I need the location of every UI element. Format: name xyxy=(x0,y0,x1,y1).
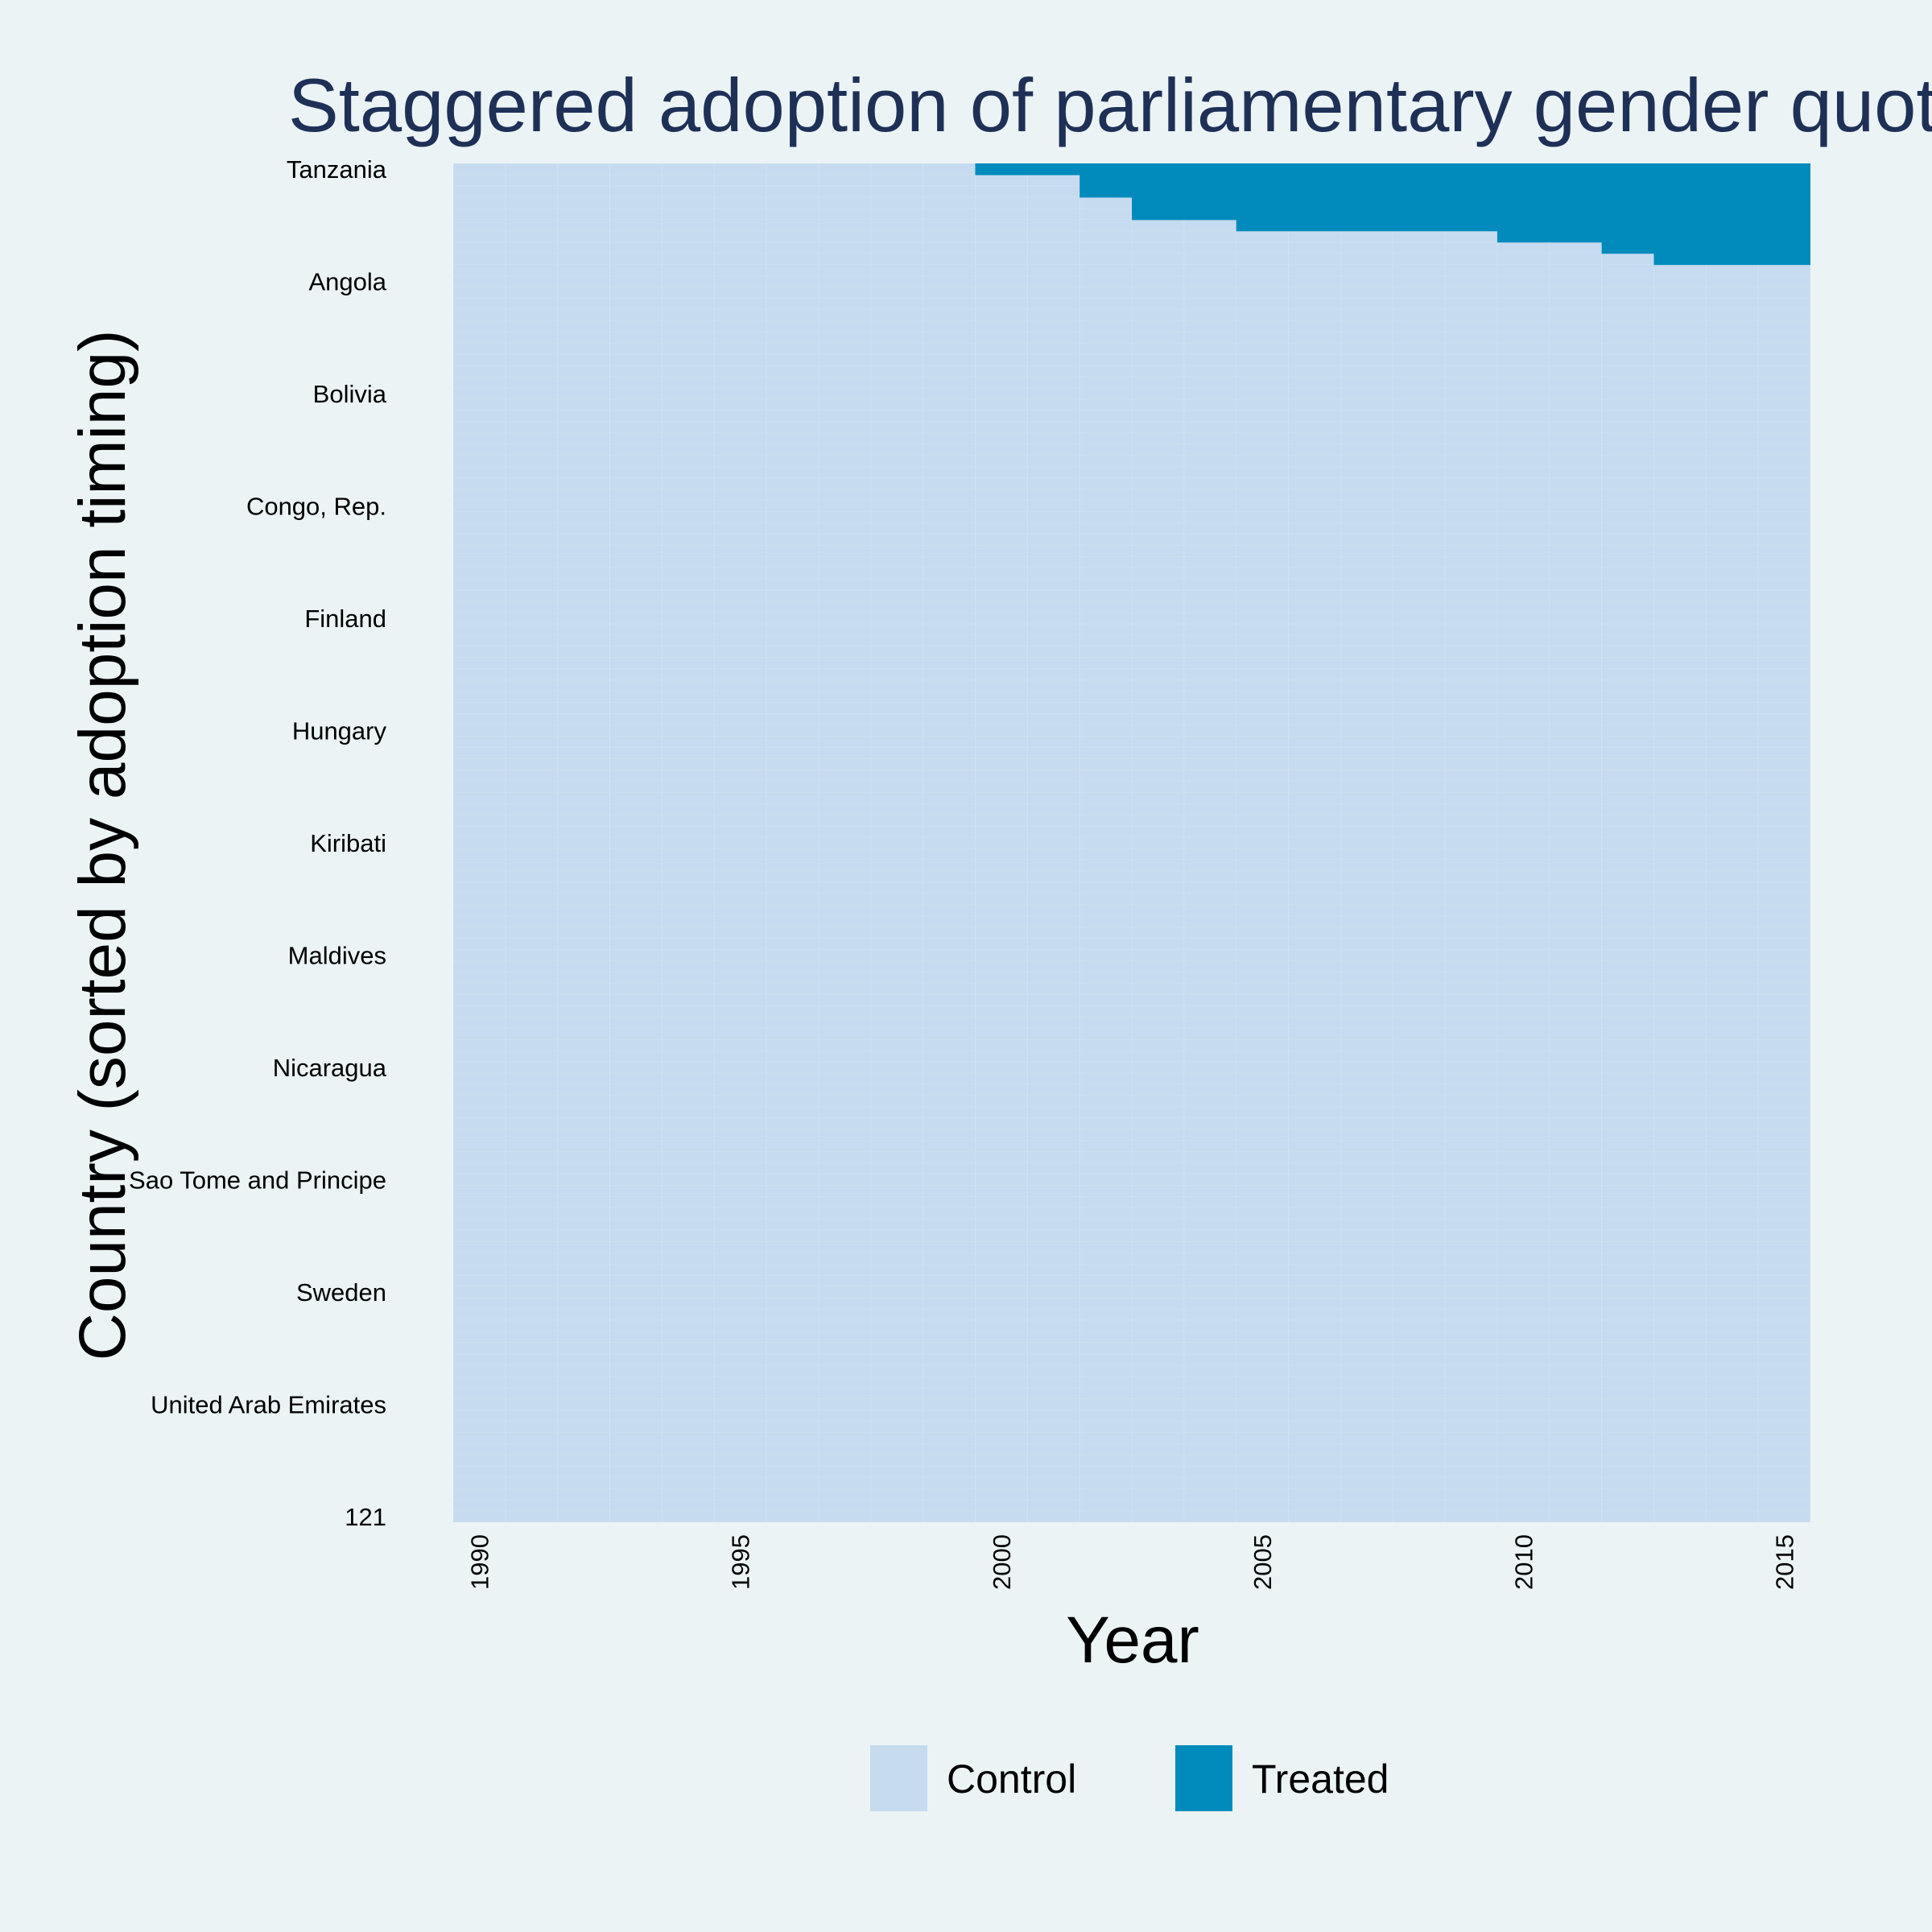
treated-cells-row-9 xyxy=(1653,253,1810,266)
legend: Control Treated xyxy=(870,1745,1389,1811)
control-background xyxy=(453,163,1810,1522)
heatmap-plot-area xyxy=(452,163,1811,1523)
y-tick-label: Nicaragua xyxy=(273,1054,387,1082)
x-tick-label: 2005 xyxy=(1249,1534,1277,1590)
y-tick-label: United Arab Emirates xyxy=(151,1391,386,1419)
legend-swatch xyxy=(1175,1745,1232,1811)
y-tick-labels: Tanzania Angola Bolivia Congo, Rep. Finland H… xyxy=(129,155,387,1531)
x-axis-label: Year xyxy=(1066,1604,1199,1677)
y-tick-label: Kiribati xyxy=(310,829,386,857)
x-tick-label: 2015 xyxy=(1771,1534,1799,1590)
treated-cells-row-6 xyxy=(1236,219,1810,232)
cell-grid xyxy=(452,163,1811,1523)
y-tick-label: Angola xyxy=(308,267,386,295)
legend-swatch xyxy=(870,1745,927,1811)
legend-item-treated: Treated xyxy=(1175,1745,1389,1811)
treated-cells-row-7 xyxy=(1496,230,1810,243)
y-tick-label: Sweden xyxy=(296,1278,386,1307)
treated-cells-row-4 xyxy=(1132,196,1810,209)
treated-cells-row-8 xyxy=(1601,242,1810,254)
x-tick-label: 1990 xyxy=(465,1534,493,1590)
treated-cells-row-2 xyxy=(1080,174,1810,187)
legend-label: Control xyxy=(947,1757,1076,1802)
y-tick-label: Tanzania xyxy=(287,155,387,184)
y-tick-label: Hungary xyxy=(292,716,387,745)
legend-label: Treated xyxy=(1252,1757,1389,1802)
y-tick-label: Bolivia xyxy=(313,380,387,408)
legend-item-control: Control xyxy=(870,1745,1076,1811)
y-tick-label: Sao Tome and Principe xyxy=(129,1166,386,1195)
treated-cells-row-3 xyxy=(1080,185,1810,198)
y-tick-label: Congo, Rep. xyxy=(246,492,386,520)
chart-title: Staggered adoption of parliamentary gend… xyxy=(288,63,1932,147)
treated-cells-row-1 xyxy=(975,163,1810,175)
y-tick-label: Maldives xyxy=(288,942,386,970)
y-tick-label: 121 xyxy=(345,1503,386,1531)
x-tick-label: 2010 xyxy=(1509,1534,1538,1590)
y-tick-label: Finland xyxy=(304,605,386,633)
x-tick-labels: 1990 1995 2000 2005 2010 2015 xyxy=(465,1534,1798,1590)
treated-cells-row-5 xyxy=(1132,208,1810,221)
x-tick-label: 1995 xyxy=(727,1534,755,1590)
y-axis-label: Country (sorted by adoption timing) xyxy=(66,330,139,1361)
x-tick-label: 2000 xyxy=(988,1534,1016,1590)
